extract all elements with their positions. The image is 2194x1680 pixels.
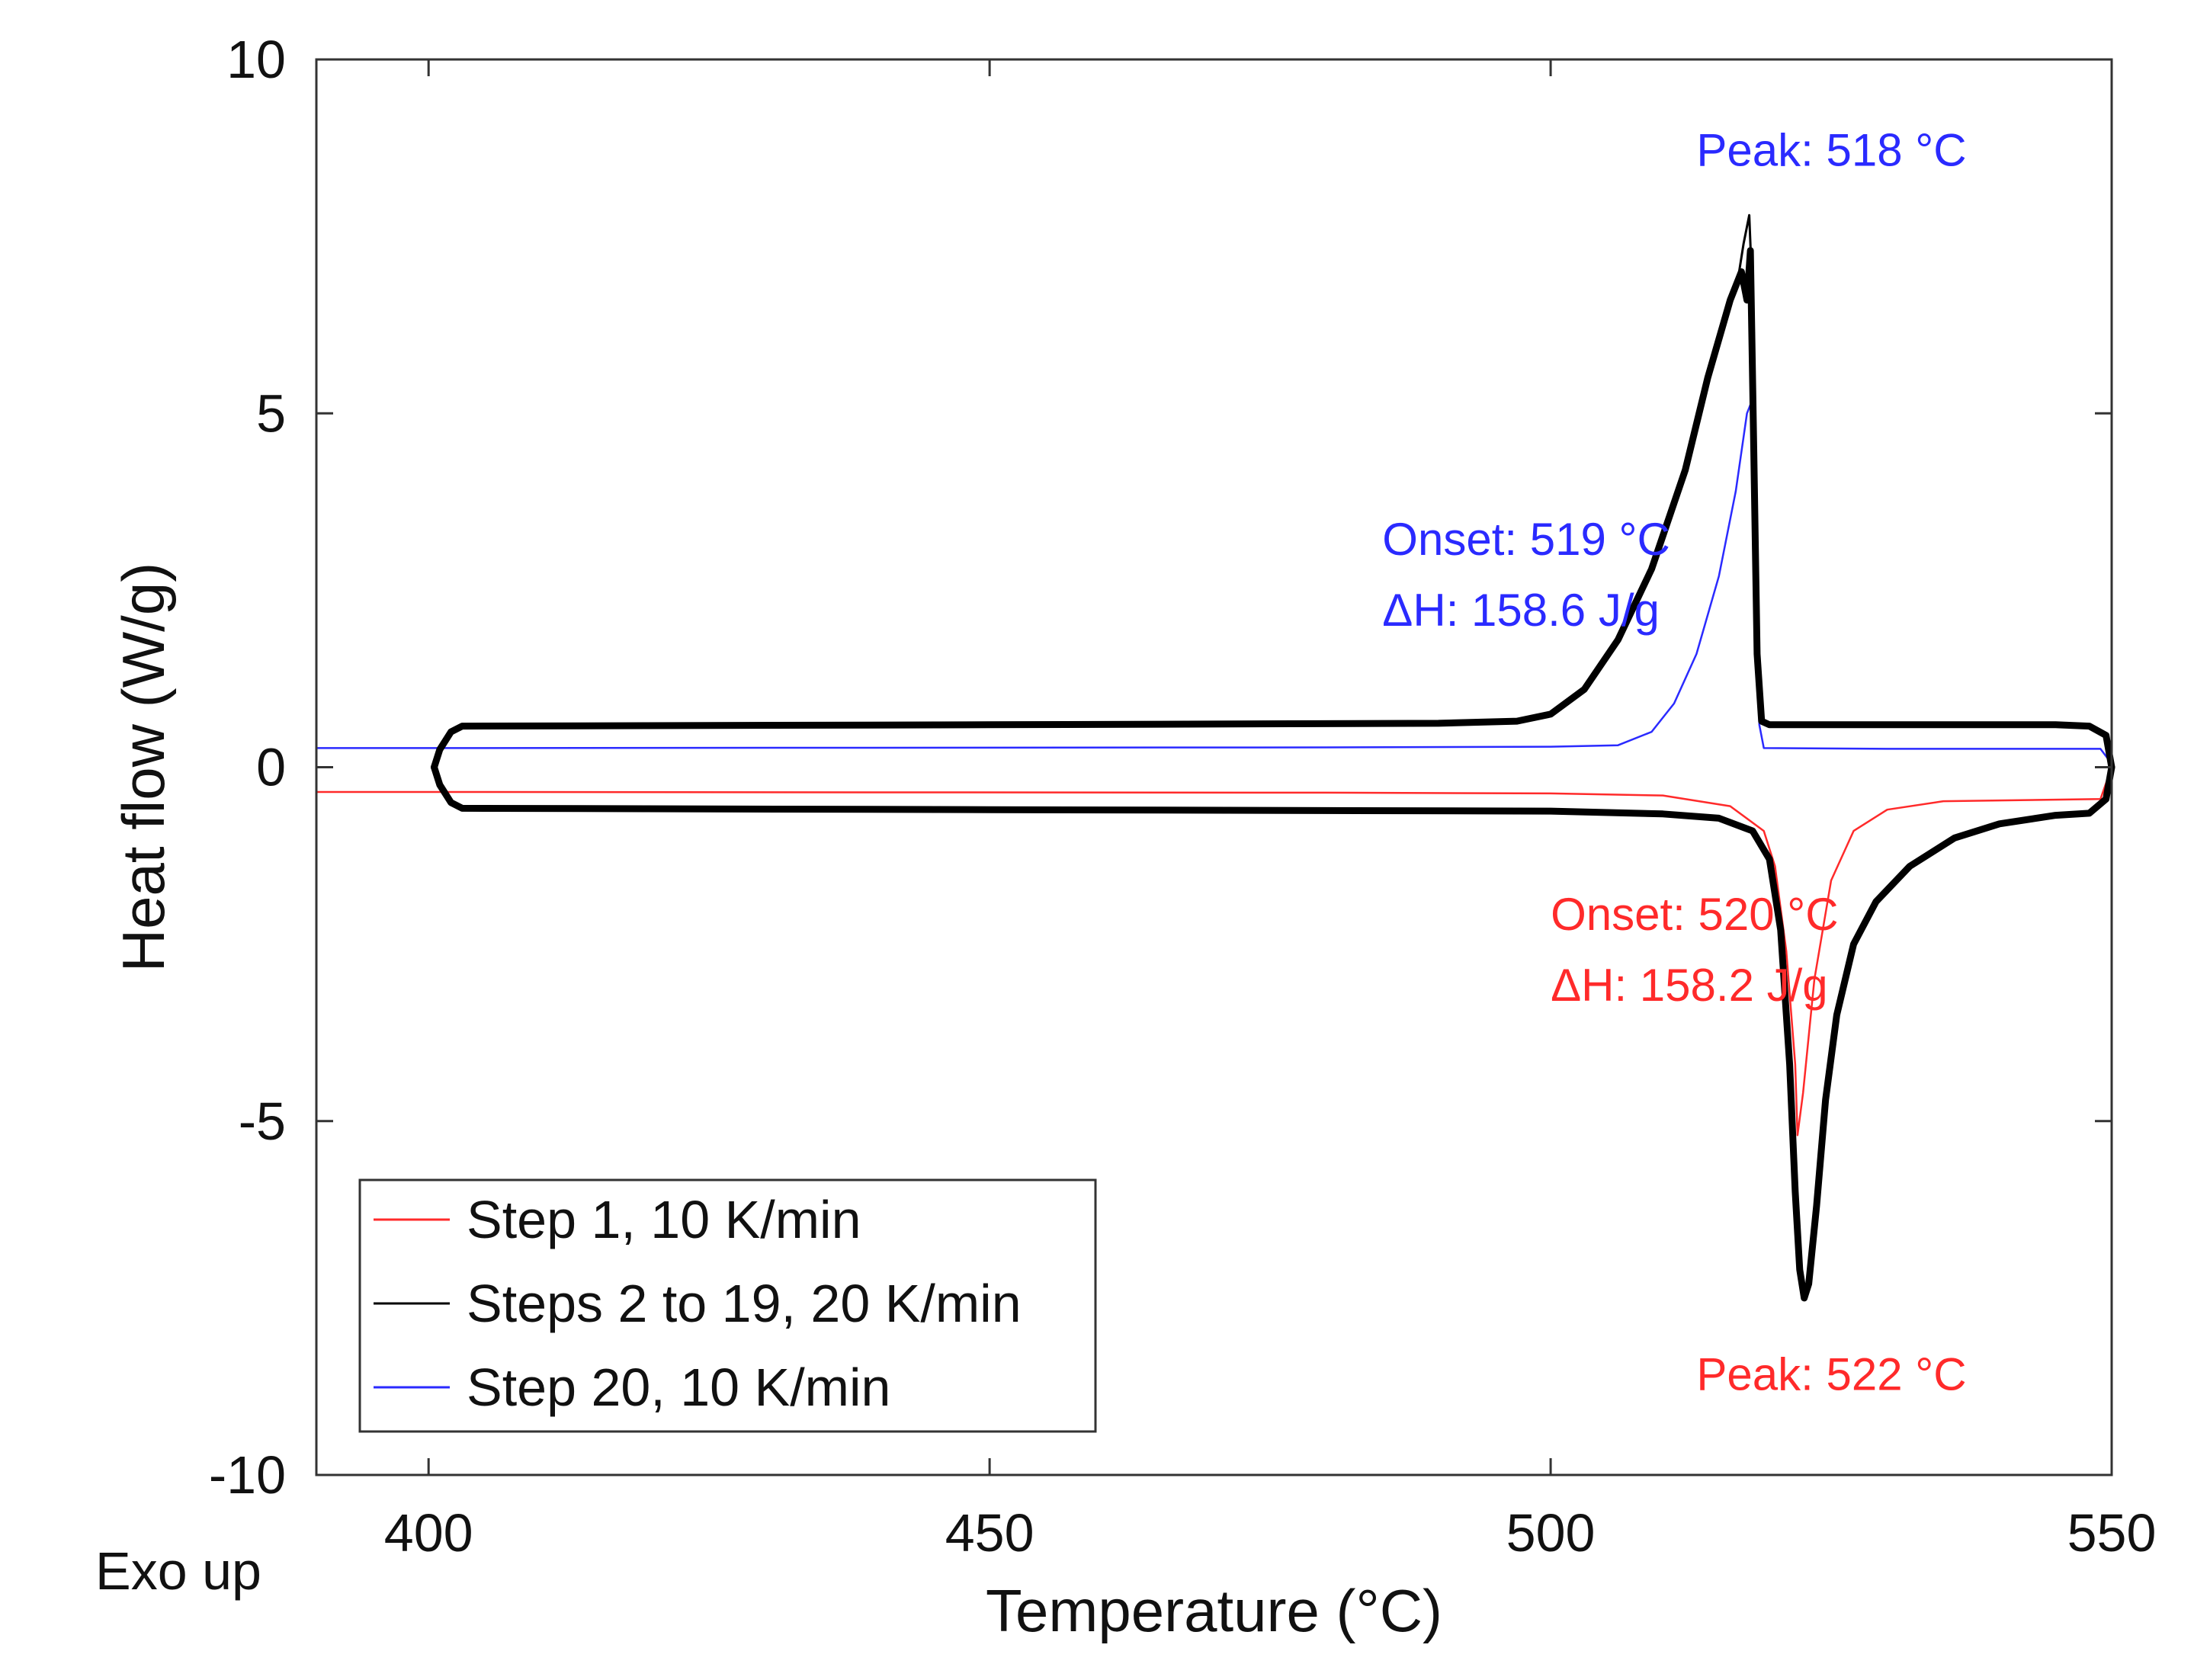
x-tick-label: 450 xyxy=(945,1503,1034,1563)
y-tick-label: -10 xyxy=(209,1445,286,1505)
annotation-red-dh: ΔH: 158.2 J/g xyxy=(1551,960,1828,1011)
series-line-2 xyxy=(431,247,2115,771)
annotation-red-onset: Onset: 520 °C xyxy=(1551,889,1839,940)
y-tick-label: -5 xyxy=(239,1092,286,1151)
legend-label-steps2-19: Steps 2 to 19, 20 K/min xyxy=(467,1274,1022,1333)
x-tick-label: 500 xyxy=(1506,1503,1596,1563)
series-line-3 xyxy=(431,764,2115,1302)
legend-label-step1: Step 1, 10 K/min xyxy=(467,1190,861,1249)
y-axis-label: Heat flow (W/g) xyxy=(110,563,177,972)
x-tick-label: 550 xyxy=(2067,1503,2157,1563)
series-layer xyxy=(315,213,2115,1302)
annotation-blue-dh: ΔH: 158.6 J/g xyxy=(1382,585,1660,636)
series-line-1 xyxy=(315,766,2113,1137)
exo-up-label: Exo up xyxy=(95,1541,261,1601)
x-tick-label: 400 xyxy=(384,1503,473,1563)
annotation-red-peak: Peak: 522 °C xyxy=(1696,1349,1966,1400)
annotation-blue-peak: Peak: 518 °C xyxy=(1696,124,1966,175)
series-line-0 xyxy=(315,398,2113,765)
y-tick-label: 0 xyxy=(256,738,286,797)
series-line-4 xyxy=(1735,213,1757,556)
x-axis-label: Temperature (°C) xyxy=(986,1577,1442,1644)
annotations-layer: Peak: 518 °C Onset: 519 °C ΔH: 158.6 J/g On… xyxy=(1382,124,1966,1399)
legend-label-step20: Step 20, 10 K/min xyxy=(467,1358,890,1417)
annotation-blue-onset: Onset: 519 °C xyxy=(1382,514,1670,565)
y-tick-label: 5 xyxy=(256,383,286,443)
legend: Step 1, 10 K/min Steps 2 to 19, 20 K/min… xyxy=(358,1178,1097,1433)
ticks-layer: 400 450 500 550 -10 -5 0 5 10 xyxy=(209,30,2157,1563)
legend-box xyxy=(358,1178,1097,1433)
y-tick-label: 10 xyxy=(226,30,286,89)
